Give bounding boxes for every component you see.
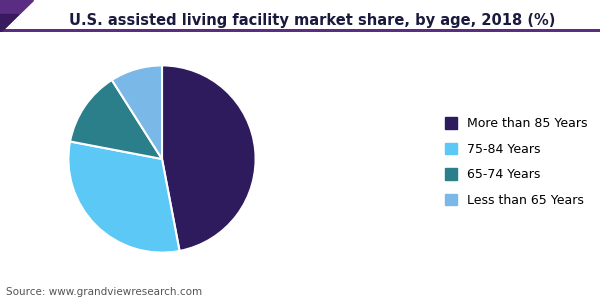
Wedge shape [70,80,162,159]
Legend: More than 85 Years, 75-84 Years, 65-74 Years, Less than 65 Years: More than 85 Years, 75-84 Years, 65-74 Y… [445,117,588,207]
Wedge shape [112,65,162,159]
Text: Source: www.grandviewresearch.com: Source: www.grandviewresearch.com [6,287,202,297]
Text: U.S. assisted living facility market share, by age, 2018 (%): U.S. assisted living facility market sha… [69,14,555,28]
Polygon shape [0,0,33,32]
Polygon shape [0,14,17,32]
Wedge shape [162,65,256,251]
Wedge shape [68,142,179,253]
